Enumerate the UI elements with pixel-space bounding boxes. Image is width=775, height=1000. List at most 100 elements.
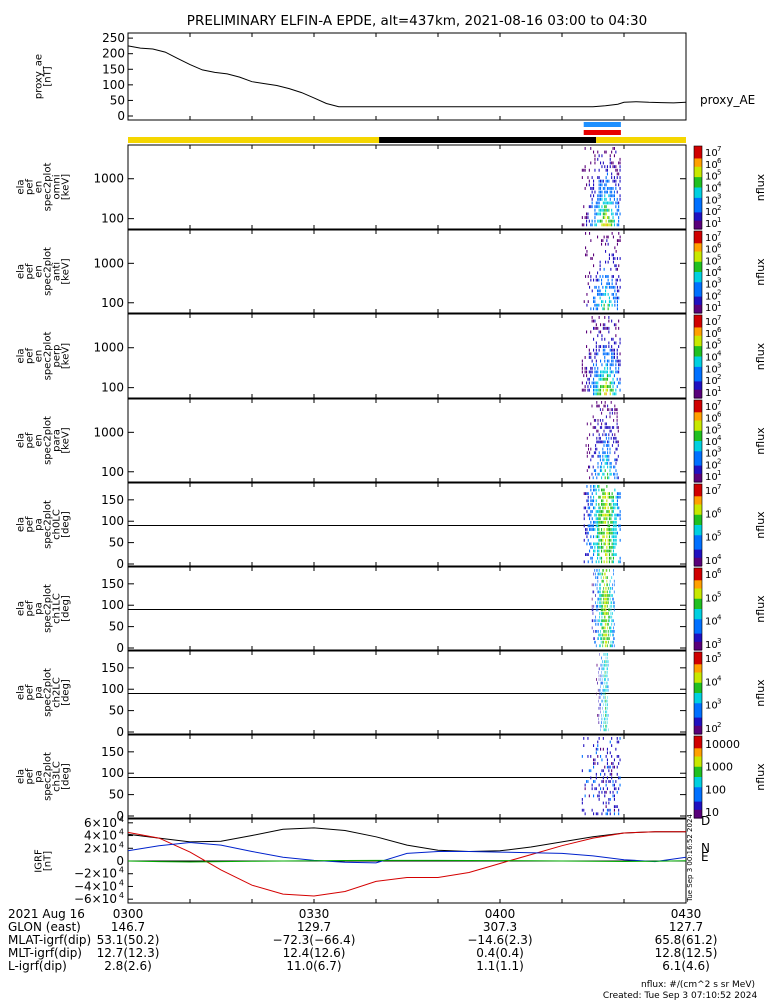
- spectrogram-pixel: [602, 572, 604, 576]
- spectrogram-pixel: [611, 363, 613, 367]
- spectrogram-pixel: [608, 546, 610, 549]
- colorbar-label: nflux: [754, 258, 767, 286]
- spectrogram-pixel: [605, 293, 607, 296]
- spectrogram-pixel: [614, 553, 616, 556]
- spectrogram-pixel: [616, 168, 618, 172]
- spectrogram-pixel: [607, 492, 609, 495]
- spectrogram-pixel: [612, 556, 614, 560]
- spectrogram-pixel: [602, 385, 604, 388]
- spectrogram-pixel: [599, 590, 600, 594]
- spectrogram-pixel: [613, 644, 615, 648]
- y-axis-label-line: [keV]: [61, 343, 72, 369]
- spectrogram-pixel: [602, 352, 604, 356]
- spectrogram-pixel: [609, 630, 611, 633]
- spectrogram-pixel: [611, 194, 613, 198]
- spectrogram-pixel: [618, 205, 620, 209]
- colorbar-cell: [694, 158, 702, 162]
- spectrogram-pixel: [595, 608, 597, 612]
- spectrogram-pixel: [612, 381, 614, 385]
- spectrogram-pixel: [608, 556, 610, 560]
- spectrogram-pixel: [593, 794, 595, 798]
- spectrogram-pixel: [613, 579, 615, 583]
- spectrogram-pixel: [615, 363, 617, 367]
- spectrogram-pixel: [613, 798, 615, 801]
- spectrogram-pixel: [591, 583, 593, 587]
- spectrogram-pixel: [600, 183, 602, 187]
- spectrogram-pixel: [609, 161, 611, 165]
- spectrogram-pixel: [599, 419, 601, 422]
- spectrogram-pixel: [606, 590, 608, 594]
- spectrogram-pixel: [614, 503, 616, 506]
- ephemeris-value: 12.4(12.6): [283, 946, 346, 960]
- y-tick-label: 100: [101, 514, 124, 528]
- spectrogram-pixel: [604, 150, 606, 154]
- spectrogram-pixel: [613, 597, 614, 601]
- spectrogram-pixel: [598, 506, 600, 510]
- spectrogram-pixel: [611, 506, 613, 510]
- colorbar-tick-exponent: 5: [717, 338, 721, 346]
- spectrogram-pixel: [611, 232, 613, 235]
- colorbar-cell: [694, 424, 702, 428]
- ephemeris-value: 0.4(0.4): [476, 946, 524, 960]
- spectrogram-pixel: [600, 637, 601, 640]
- colorbar-tick-label: 1000: [705, 761, 733, 774]
- spectrogram-pixel: [597, 422, 599, 426]
- colorbar-tick-exponent: 1: [717, 469, 721, 477]
- spectrogram-pixel: [602, 275, 604, 278]
- y-axis-label-line: proxy_ae: [34, 54, 45, 99]
- spectrogram-pixel: [593, 780, 595, 783]
- y-axis-label-line: ela: [16, 433, 27, 448]
- spectrogram-pixel: [601, 780, 603, 783]
- colorbar-cell: [694, 414, 702, 417]
- colorbar-cell: [694, 520, 702, 524]
- spectrogram-pixel: [613, 426, 615, 429]
- spectrogram-pixel: [597, 553, 599, 556]
- spectrogram-pixel: [594, 154, 596, 158]
- spectrogram-pixel: [607, 447, 609, 451]
- spectrogram-pixel: [594, 392, 596, 396]
- spectrogram-pixel: [610, 300, 612, 303]
- spectrogram-pixel: [603, 535, 605, 539]
- spectrogram-pixel: [604, 205, 606, 209]
- spectrogram-pixel: [595, 560, 597, 564]
- y-tick-label: 50: [109, 536, 124, 550]
- spectrogram-pixel: [609, 626, 611, 630]
- spectrogram-pixel: [612, 506, 614, 510]
- spectrogram-pixel: [614, 531, 616, 535]
- spectrogram-pixel: [612, 560, 614, 564]
- colorbar-tick-exponent: 5: [717, 422, 721, 430]
- spectrogram-pixel: [603, 488, 605, 492]
- spectrogram-pixel: [615, 296, 617, 300]
- spectrogram-pixel: [604, 615, 606, 619]
- spectrogram-pixel: [600, 572, 601, 576]
- spectrogram-pixel: [596, 630, 598, 633]
- spectrogram-pixel: [616, 419, 618, 422]
- y-axis-label-line: en: [34, 181, 45, 194]
- spectrogram-pixel: [586, 366, 588, 370]
- spectrogram-pixel: [609, 472, 611, 476]
- spectrogram-pixel: [608, 637, 609, 640]
- spectrogram-pixel: [616, 239, 618, 242]
- spectrogram-pixel: [595, 615, 596, 619]
- spectrogram-pixel: [607, 303, 609, 307]
- spectrogram-pixel: [599, 267, 601, 271]
- colorbar-tick-exponent: 2: [717, 373, 721, 381]
- spectrogram-pixel: [590, 485, 592, 488]
- spectrogram-pixel: [609, 597, 611, 601]
- colorbar-cell: [694, 686, 702, 690]
- spectrogram-pixel: [609, 381, 611, 385]
- colorbar-tick-label: 10: [705, 509, 718, 520]
- spectrogram-pixel: [609, 590, 611, 594]
- spectrogram-pixel: [586, 485, 588, 488]
- spectrogram-pixel: [612, 377, 614, 381]
- spectrogram-pixel: [610, 408, 612, 411]
- spectrogram-pixel: [592, 426, 594, 429]
- ephemeris-value: 2.8(2.6): [104, 959, 152, 973]
- y-tick-label: −2×10: [74, 867, 117, 881]
- spectrogram-pixel: [602, 472, 604, 476]
- spectrogram-pixel: [602, 531, 604, 535]
- spectrogram-pixel: [590, 542, 592, 546]
- colorbar-cell: [694, 387, 702, 391]
- y-tick-label: 2×10: [84, 841, 117, 855]
